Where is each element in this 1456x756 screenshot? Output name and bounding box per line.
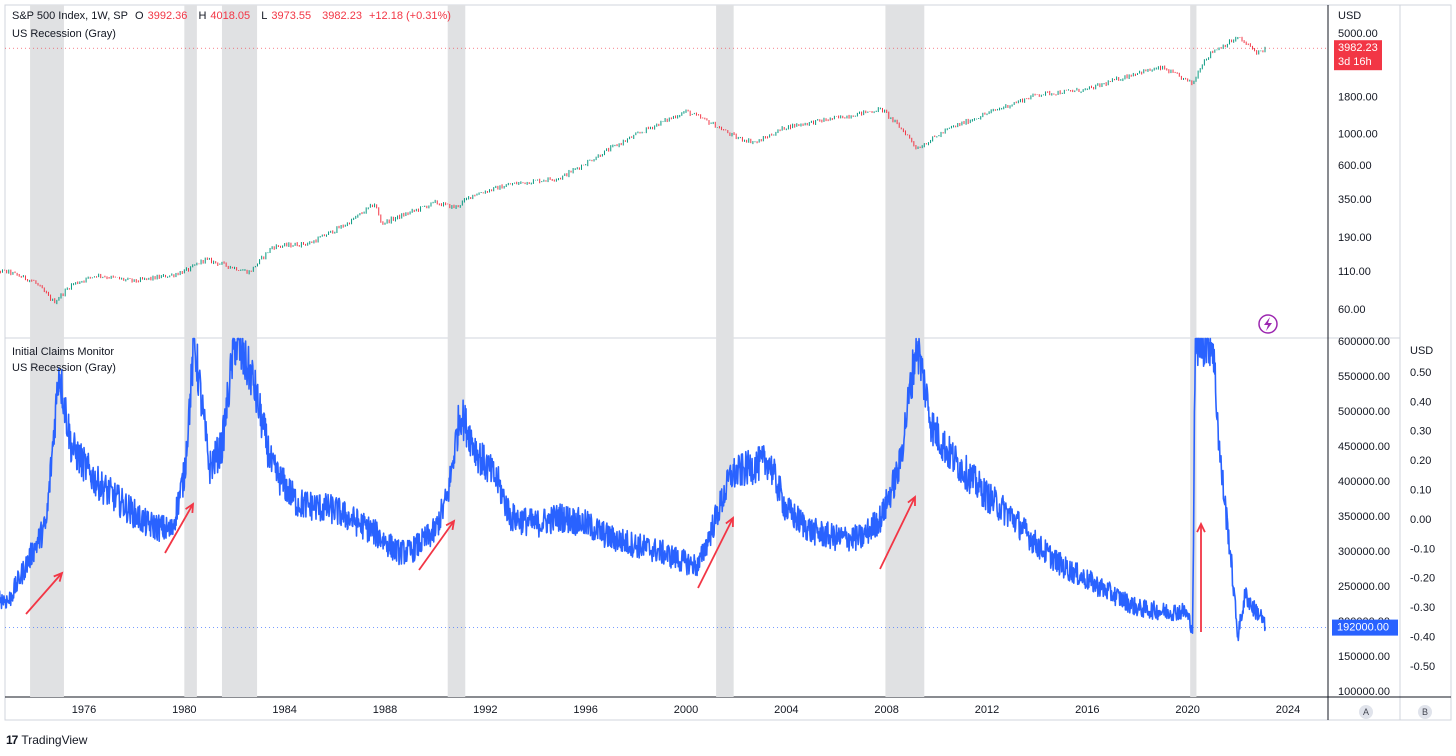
claims-axis-tick: 500000.00 [1338,406,1390,418]
price-axis-tick: 600.00 [1338,160,1372,172]
tradingview-brand: TradingView [21,733,88,747]
recession-axis-tick: 0.10 [1410,485,1431,497]
auto-scale-button[interactable]: A [1359,705,1373,719]
recession-axis-tick: -0.30 [1410,602,1435,614]
time-axis-tick: 2004 [774,704,798,716]
recession-band-0 [30,5,64,697]
recession-band-1 [184,5,197,697]
annotation-arrowhead-4 [907,495,916,507]
time-axis-tick: 2000 [674,704,698,716]
recession-axis-tick: 0.30 [1410,426,1431,438]
recession-band-3 [447,5,466,697]
time-axis-tick: 1976 [72,704,96,716]
recession-axis-unit: USD [1410,345,1433,357]
tradingview-mark-icon: 17 [6,733,18,747]
price-axis-tick: 60.00 [1338,304,1366,316]
time-axis-tick: 1996 [573,704,597,716]
annotation-arrowhead-5 [1196,521,1206,533]
high-label: H [198,10,207,22]
claims-last-label-bg [1332,619,1398,636]
claims-axis-tick: 150000.00 [1338,651,1390,663]
claims-axis-tick: 100000.00 [1338,686,1390,698]
claims-series [0,337,1328,642]
lightning-icon [1258,314,1278,334]
recession-axis-tick: 0.20 [1410,455,1431,467]
low-value: 3973.55 [271,10,312,22]
recession-bands [30,5,1197,697]
claims-axis-tick: 250000.00 [1338,581,1390,593]
claims-axis-tick: 550000.00 [1338,371,1390,383]
annotation-arrowhead-0 [53,571,64,582]
annotation-arrow-3 [697,517,734,589]
recession-axis-tick: -0.50 [1410,661,1435,673]
main-legend: S&P 500 Index, 1W, SP O 3992.36 H 4018.05 … [12,10,455,22]
recession-axis-tick: -0.10 [1410,543,1435,555]
claims-axis-tick: 450000.00 [1338,441,1390,453]
axes: USD5000.003000.001800.001000.00600.00350… [72,10,1435,716]
time-axis-tick: 2024 [1276,704,1300,716]
recession-axis-tick: 0.40 [1410,396,1431,408]
recession-band-4 [716,5,734,697]
time-axis-tick: 2008 [874,704,898,716]
annotation-arrow-2 [418,520,455,571]
claims-axis-tick: 300000.00 [1338,546,1390,558]
annotation-arrowhead-3 [725,516,734,528]
last-price-label-bg [1334,40,1382,71]
open-value: 3992.36 [147,10,188,22]
price-axis-tick: 1000.00 [1338,128,1378,140]
high-value: 4018.05 [210,10,251,22]
open-label: O [135,10,144,22]
annotation-arrowhead-1 [185,502,195,514]
claims-last-label: 192000.00 [1337,622,1389,634]
time-axis-tick: 2016 [1075,704,1099,716]
time-axis-tick: 1992 [473,704,497,716]
recession-axis-tick: -0.40 [1410,632,1435,644]
recession-axis-tick: 0.00 [1410,514,1431,526]
low-label: L [261,10,268,22]
annotation-arrows [25,495,1206,632]
last-price-label: 3982.23 [1338,42,1378,54]
annotation-arrow-4 [879,496,916,570]
price-axis-tick: 350.00 [1338,194,1372,206]
price-axis-tick: 110.00 [1338,266,1371,278]
sp500-series [0,36,1328,305]
tradingview-logo[interactable]: 17 TradingView [6,733,87,747]
change-value: +12.18 (+0.31%) [369,10,451,22]
time-axis-tick: 1984 [272,704,296,716]
claims-axis-tick: 400000.00 [1338,476,1390,488]
recession-legend-top[interactable]: US Recession (Gray) [12,28,116,40]
bar-countdown-label: 3d 16h [1338,56,1372,68]
claims-axis-tick: 600000.00 [1338,336,1390,348]
annotation-arrowhead-2 [445,519,456,531]
recession-legend-bottom[interactable]: US Recession (Gray) [12,362,116,374]
claims-line [0,337,1267,642]
claims-axis-tick: 350000.00 [1338,511,1390,523]
time-axis-tick: 1988 [373,704,397,716]
price-axis-tick: 5000.00 [1338,28,1378,40]
time-axis-tick: 2020 [1175,704,1199,716]
close-value: 3982.23 [322,10,362,22]
symbol-label[interactable]: S&P 500 Index, 1W, SP [12,10,128,22]
time-axis-tick: 2012 [975,704,999,716]
recession-band-6 [1190,5,1197,697]
price-axis-tick: 190.00 [1338,232,1372,244]
time-axis-tick: 1980 [172,704,196,716]
annotation-arrow-0 [25,572,63,615]
price-axis-unit: USD [1338,10,1361,22]
annotation-arrow-1 [164,503,194,554]
price-axis-tick: 1800.00 [1338,92,1378,104]
log-scale-button[interactable]: B [1418,705,1432,719]
claims-legend-title[interactable]: Initial Claims Monitor [12,346,115,358]
recession-axis-tick: -0.20 [1410,573,1435,585]
lightning-bolt-icon [1264,317,1272,331]
recession-axis-tick: 0.50 [1410,367,1431,379]
